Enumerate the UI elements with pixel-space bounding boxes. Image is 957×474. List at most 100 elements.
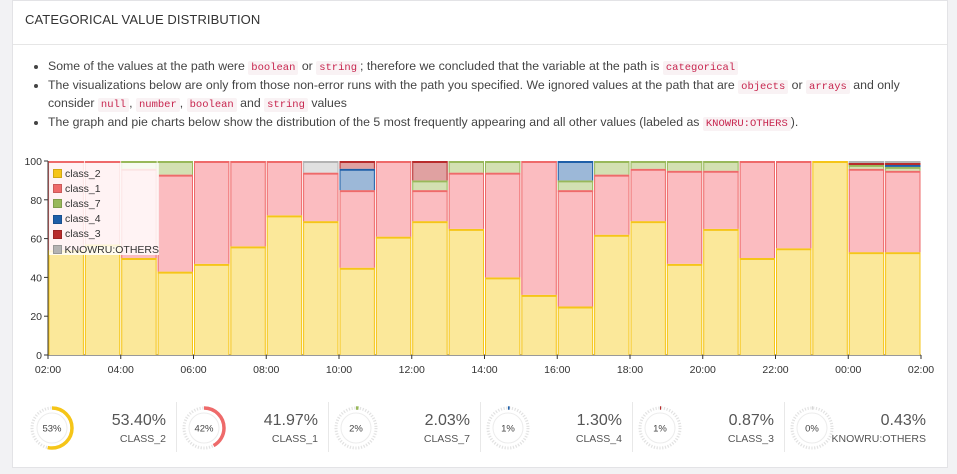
legend-item[interactable]: class_1 — [49, 181, 159, 196]
bar-segment-class-2 — [557, 306, 594, 355]
bar-segment-class-2 — [703, 228, 739, 355]
divider — [632, 402, 633, 452]
legend-label: class_7 — [65, 197, 101, 210]
donut-gauge: 53% — [30, 406, 74, 450]
bar-segment-class-2 — [84, 244, 121, 355]
x-tick-label: 12:00 — [399, 364, 425, 376]
legend-item[interactable]: class_4 — [49, 212, 159, 227]
bar-segment-class-4 — [339, 168, 375, 191]
y-tick-label: 100 — [24, 156, 42, 168]
divider — [328, 402, 329, 452]
note-item: The visualizations below are only from t… — [48, 77, 928, 114]
x-tick-label: 02:00 — [35, 364, 61, 376]
bar-segment-class-2 — [630, 221, 666, 355]
legend-item[interactable]: class_3 — [49, 227, 159, 242]
donut-arc — [182, 406, 226, 450]
bar-segment-class-2 — [448, 228, 484, 355]
bar-segment-class-3 — [412, 161, 448, 181]
bar-segment-class-2 — [885, 252, 921, 355]
note-text: or — [298, 59, 317, 73]
note-text: values — [307, 96, 347, 110]
bar-segment-class-2 — [521, 294, 557, 355]
stat-label: CLASS_3 — [727, 433, 774, 445]
legend-swatch — [53, 199, 62, 209]
donut-gauge: 1% — [638, 406, 682, 450]
donut-gauge: 2% — [334, 406, 378, 450]
code-token: string — [316, 61, 360, 75]
bar-segment-class-1 — [412, 190, 448, 222]
donut-label: 1% — [501, 424, 515, 435]
stacked-bar-chart: 0 20 40 60 80 100 02:00 04:00 06:00 08:00 10:00 12:… — [24, 156, 934, 376]
bar-segment-class-2 — [848, 252, 885, 355]
donut-label: 1% — [653, 424, 667, 435]
x-tick-label: 08:00 — [253, 364, 279, 376]
stat-label: CLASS_1 — [271, 433, 318, 445]
legend-item[interactable]: KNOWRU:OTHERS — [49, 242, 159, 257]
x-tick-label: 06:00 — [180, 364, 206, 376]
donut-arc — [638, 406, 682, 450]
legend-swatch — [53, 169, 62, 179]
bar-segment-class-1 — [739, 161, 775, 258]
legend-swatch — [53, 214, 62, 224]
donut-inner — [340, 412, 372, 444]
stat-percent: 1.30% — [576, 412, 622, 429]
code-token: arrays — [806, 79, 850, 94]
legend-label: class_4 — [65, 213, 101, 226]
bar-segment-class-1 — [230, 161, 266, 247]
donut-track — [334, 406, 378, 450]
divider — [176, 402, 177, 452]
donut-arc — [790, 406, 834, 450]
bar-segment-class-2 — [121, 258, 157, 355]
bar-segment-class-1 — [485, 172, 521, 278]
note-text: Some of the values at the path were — [48, 59, 249, 73]
donut-gauge: 1% — [486, 406, 530, 450]
bar-segment-class-1 — [557, 190, 594, 307]
note-item: The graph and pie charts below show the … — [48, 114, 928, 133]
legend-label: class_3 — [65, 228, 101, 241]
bar-segment-class-4 — [557, 161, 594, 181]
bar-segment-class-1 — [303, 172, 339, 222]
legend-swatch — [53, 245, 62, 255]
bar-segment-class-7 — [157, 161, 193, 175]
bar-segment-class-7 — [448, 161, 484, 173]
donut-inner — [36, 412, 68, 444]
stat-percent: 2.03% — [424, 412, 470, 429]
x-tick-label: 18:00 — [617, 364, 643, 376]
legend-label: class_2 — [65, 167, 101, 180]
summary-stat-class-2: 53% 53.40% CLASS_2 — [24, 396, 174, 458]
summary-stat-class-4: 1% 1.30% CLASS_4 — [480, 396, 630, 458]
bar-segment-class-2 — [266, 215, 303, 355]
y-tick-label: 20 — [30, 311, 42, 323]
summary-row: 53% 53.40% CLASS_2 42% 41.97% CLASS_1 2% 2.03% C… — [24, 396, 934, 458]
x-tick-label: 10:00 — [326, 364, 352, 376]
bar-segment-class-7 — [485, 161, 521, 173]
donut-inner — [188, 412, 220, 444]
bar-segment-class-1 — [157, 174, 193, 272]
legend-swatch — [53, 229, 62, 239]
legend-item[interactable]: class_2 — [49, 166, 159, 181]
donut-track — [790, 406, 834, 450]
bar-segment-class-1 — [776, 161, 812, 249]
x-tick-label: 16:00 — [544, 364, 570, 376]
code-token: boolean — [248, 61, 299, 75]
card-header: CATEGORICAL VALUE DISTRIBUTION — [13, 1, 947, 45]
bar-segment-class-2 — [666, 263, 703, 355]
note-text: The visualizations below are only from t… — [48, 77, 739, 92]
bar-segment-class-2 — [412, 221, 448, 355]
legend-label: KNOWRU:OTHERS — [64, 243, 160, 256]
code-token: KNOWRU:OTHERS — [702, 116, 791, 131]
donut-label: 2% — [349, 424, 363, 435]
x-tick-label: 00:00 — [835, 364, 861, 376]
x-tick-label: 04:00 — [108, 364, 134, 376]
legend-item[interactable]: class_7 — [49, 196, 159, 211]
bar-segment-class-1 — [448, 172, 484, 229]
note-text: and — [236, 96, 265, 110]
stat-percent: 0.43% — [880, 412, 926, 429]
note-text: , — [179, 96, 187, 110]
note-item: Some of the values at the path were bool… — [48, 58, 928, 77]
x-tick-label: 02:00 — [908, 364, 934, 376]
donut-arc — [486, 406, 530, 450]
x-tick-label: 22:00 — [762, 364, 788, 376]
x-tick-label: 20:00 — [690, 364, 716, 376]
legend-swatch — [53, 184, 62, 194]
